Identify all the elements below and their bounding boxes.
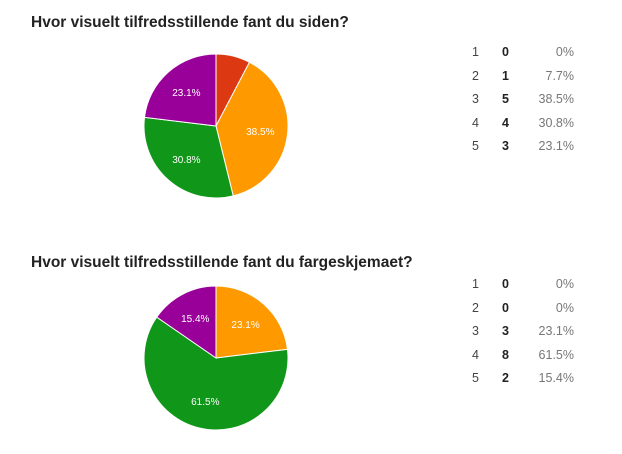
response-count: 0 xyxy=(502,45,509,59)
response-percent: 23.1% xyxy=(538,139,574,153)
option-label: 5 xyxy=(472,139,479,153)
response-percent: 7.7% xyxy=(545,68,575,83)
option-label: 1 xyxy=(472,277,479,291)
pie-slice-option-4 xyxy=(143,316,289,431)
response-percent: 30.8% xyxy=(538,115,574,130)
option-label: 3 xyxy=(472,324,479,338)
stats-row: 5 2 15.4% xyxy=(466,367,574,391)
response-percent: 0% xyxy=(555,300,574,315)
stats-row: 4 8 61.5% xyxy=(466,344,574,368)
response-count: 0 xyxy=(502,300,509,315)
option-label: 4 xyxy=(472,347,479,362)
stats-row: 1 0 0% xyxy=(466,273,574,297)
response-count: 4 xyxy=(502,115,509,130)
slice-percent-label: 38.5% xyxy=(246,127,274,138)
option-label: 2 xyxy=(472,300,479,315)
response-count: 8 xyxy=(502,347,509,362)
response-count: 2 xyxy=(502,371,509,385)
stats-row: 4 4 30.8% xyxy=(466,112,574,136)
response-percent: 0% xyxy=(555,277,574,291)
response-percent: 23.1% xyxy=(538,324,574,338)
slice-percent-label: 23.1% xyxy=(231,320,259,331)
question-title: Hvor visuelt tilfredsstillende fant du s… xyxy=(31,14,349,31)
option-label: 4 xyxy=(472,115,479,130)
pie-slice-option-5 xyxy=(156,285,217,359)
stats-table: 1 0 0% 2 1 7.7% 3 5 38.5% 4 4 30.8% 5 3 xyxy=(466,41,574,159)
stats-row: 1 0 0% xyxy=(466,41,574,65)
response-percent: 15.4% xyxy=(538,371,574,385)
response-count: 5 xyxy=(502,92,509,106)
response-count: 3 xyxy=(502,139,509,153)
option-label: 2 xyxy=(472,68,479,83)
pie-chart: 23.1% 61.5% 15.4% xyxy=(143,285,289,431)
stats-row: 3 3 23.1% xyxy=(466,320,574,344)
slice-percent-label: 30.8% xyxy=(172,155,200,166)
slice-percent-label: 23.1% xyxy=(172,88,200,99)
stats-row: 2 0 0% xyxy=(466,297,574,321)
response-count: 3 xyxy=(502,324,509,338)
question-block-1: Hvor visuelt tilfredsstillende fant du s… xyxy=(31,14,574,199)
option-label: 5 xyxy=(472,371,479,385)
stats-row: 3 5 38.5% xyxy=(466,88,574,112)
pie-slice-option-4 xyxy=(143,116,234,199)
option-label: 1 xyxy=(472,45,479,59)
response-count: 0 xyxy=(502,277,509,291)
response-percent: 61.5% xyxy=(538,347,574,362)
option-label: 3 xyxy=(472,92,479,106)
response-percent: 38.5% xyxy=(538,92,574,106)
stats-row: 5 3 23.1% xyxy=(466,135,574,159)
response-count: 1 xyxy=(502,68,509,83)
question-block-2: Hvor visuelt tilfredsstillende fant du f… xyxy=(0,240,622,454)
pie-slice-option-3 xyxy=(215,61,289,197)
pie-chart: 38.5% 30.8% 23.1% xyxy=(143,53,289,199)
stats-row: 2 1 7.7% xyxy=(466,65,574,89)
slice-percent-label: 15.4% xyxy=(181,314,209,325)
slice-percent-label: 61.5% xyxy=(191,397,219,408)
pie-slice-option-5 xyxy=(143,53,217,127)
stats-table: 1 0 0% 2 0 0% 3 3 23.1% 4 8 61.5% 5 2 xyxy=(466,273,574,391)
response-percent: 0% xyxy=(555,45,574,59)
pie-slice-option-3 xyxy=(215,285,289,359)
question-title: Hvor visuelt tilfredsstillende fant du f… xyxy=(31,254,413,271)
